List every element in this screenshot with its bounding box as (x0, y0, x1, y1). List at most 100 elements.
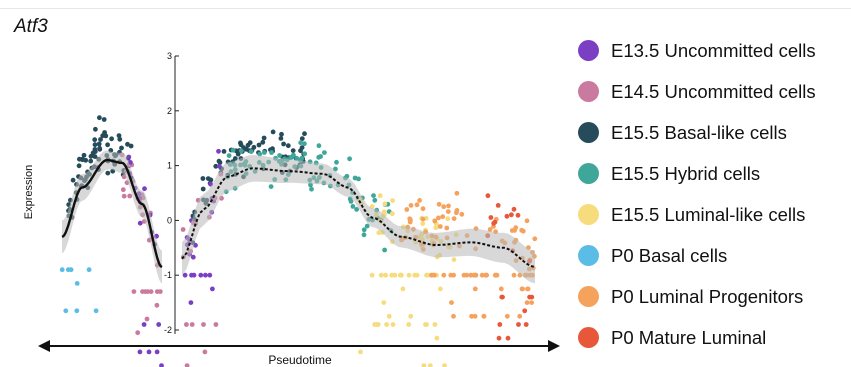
legend-item: P0 Luminal Progenitors (578, 276, 816, 317)
data-point (184, 363, 190, 367)
data-point (281, 141, 286, 147)
data-point (105, 170, 111, 176)
data-point (279, 131, 284, 137)
data-point (131, 289, 137, 294)
data-point (298, 140, 304, 146)
data-point (459, 211, 465, 217)
data-point (516, 322, 521, 327)
data-point (154, 289, 160, 294)
data-point (496, 335, 502, 341)
data-point (221, 149, 227, 154)
data-point (205, 176, 211, 182)
data-point (461, 272, 467, 278)
data-point (189, 322, 195, 327)
data-point (494, 272, 500, 278)
data-point (347, 156, 352, 162)
data-point (497, 322, 503, 327)
data-point (390, 198, 395, 204)
legend-item: E15.5 Hybrid cells (578, 153, 816, 194)
data-point (216, 163, 222, 169)
data-point (216, 148, 221, 154)
data-point (472, 286, 478, 292)
data-point (285, 143, 291, 149)
data-point (126, 154, 132, 160)
data-point (203, 272, 208, 278)
data-point (128, 143, 134, 149)
y-tick-label: 3 (167, 51, 172, 61)
data-point (98, 137, 103, 142)
data-point (270, 129, 276, 135)
data-point (420, 206, 426, 212)
data-point (350, 204, 356, 209)
data-point (520, 286, 525, 292)
data-point (125, 141, 130, 147)
data-point (348, 199, 354, 204)
data-point (441, 204, 447, 210)
data-point (389, 211, 395, 217)
data-point (299, 136, 305, 142)
data-point (451, 257, 457, 262)
data-point (216, 158, 222, 164)
data-point (154, 349, 160, 355)
data-point (278, 136, 284, 141)
data-point (92, 147, 98, 152)
data-point (97, 115, 102, 121)
data-point (532, 236, 538, 242)
data-point (269, 150, 274, 155)
data-point (142, 186, 147, 192)
data-point (318, 154, 323, 159)
top-divider (0, 8, 851, 9)
data-point (441, 272, 447, 278)
data-point (481, 313, 487, 319)
data-point (479, 272, 485, 278)
data-point (93, 126, 98, 132)
legend-item: P0 Basal cells (578, 235, 816, 276)
data-point (200, 176, 206, 181)
data-point (148, 289, 154, 294)
data-point (117, 136, 123, 142)
legend-swatch (578, 81, 599, 102)
data-point (451, 216, 457, 222)
axes: 3 2 1 0 -1 -2 (38, 51, 560, 352)
data-point (244, 146, 249, 152)
trend-line (61, 158, 163, 269)
data-point (449, 300, 454, 305)
data-point (245, 142, 251, 148)
data-point (511, 272, 517, 278)
data-point (371, 193, 376, 199)
data-point (437, 224, 443, 229)
data-point (445, 209, 451, 215)
data-point (316, 143, 322, 149)
data-point (375, 322, 381, 327)
data-point (412, 272, 418, 278)
data-point (495, 203, 501, 208)
data-point (491, 220, 497, 226)
data-point (376, 230, 382, 236)
data-point (424, 272, 429, 278)
data-point (294, 156, 300, 161)
data-point (408, 313, 414, 319)
legend-item: E15.5 Basal-like cells (578, 112, 816, 153)
data-point (96, 141, 102, 147)
data-point (100, 133, 106, 139)
data-point (141, 322, 147, 327)
data-point (438, 286, 443, 292)
data-point (381, 300, 387, 305)
data-point (512, 228, 517, 233)
data-point (86, 267, 92, 273)
data-point (109, 136, 114, 142)
data-point (381, 209, 387, 215)
data-point (469, 313, 474, 319)
data-point (322, 150, 327, 156)
legend-swatch (578, 163, 599, 184)
data-point (406, 272, 412, 278)
legend-swatch (578, 245, 599, 266)
data-point (377, 193, 383, 199)
data-point (515, 212, 521, 218)
data-point (485, 193, 491, 199)
data-point (454, 190, 460, 196)
data-point (83, 157, 89, 163)
data-point (354, 207, 359, 212)
data-point (154, 302, 160, 308)
